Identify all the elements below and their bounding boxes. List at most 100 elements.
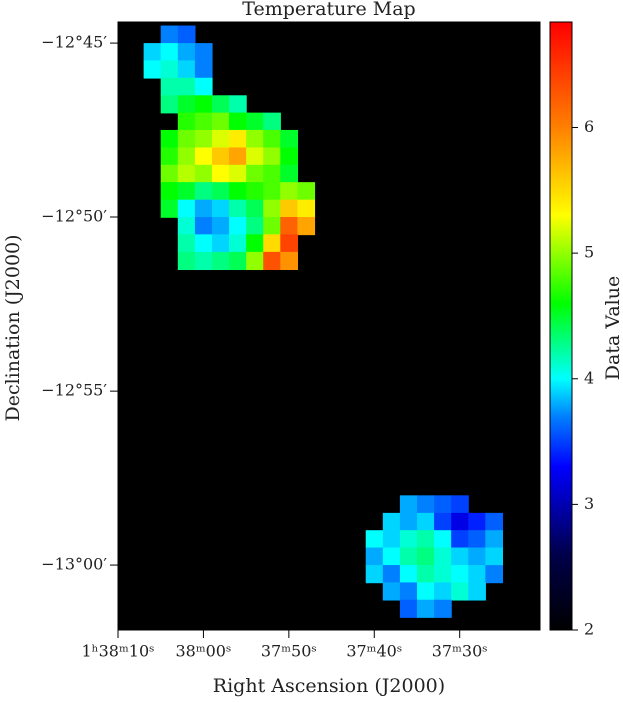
heat-cell xyxy=(194,77,213,96)
heat-cell xyxy=(229,182,247,201)
heat-cell xyxy=(160,129,179,149)
heat-cell xyxy=(211,217,230,236)
heat-cell xyxy=(246,199,264,218)
heat-cell xyxy=(434,512,452,532)
heat-cell xyxy=(177,25,196,44)
heat-cell xyxy=(399,495,418,514)
heat-cell xyxy=(263,164,281,183)
heat-cell xyxy=(194,60,213,79)
colorbar-tick-label: 3 xyxy=(584,494,594,513)
x-tick-label: 37ᵐ50ˢ xyxy=(261,642,317,661)
heat-cell xyxy=(177,251,196,271)
heat-cell xyxy=(160,199,179,218)
y-axis-label: Declination (J2000) xyxy=(2,234,24,421)
heat-cell xyxy=(416,582,435,601)
heat-cell xyxy=(468,530,486,549)
heat-cell xyxy=(246,182,264,201)
heat-cell xyxy=(194,147,213,166)
heat-cell xyxy=(365,547,384,566)
heat-cell xyxy=(246,217,264,236)
heat-cell xyxy=(399,582,418,601)
heat-cell xyxy=(399,512,418,532)
heat-cell xyxy=(229,217,247,236)
x-tick-label: 38ᵐ00ˢ xyxy=(175,642,231,661)
heat-cell xyxy=(229,234,247,253)
heat-cell xyxy=(382,565,401,584)
x-tick-label: 37ᵐ30ˢ xyxy=(432,642,488,661)
x-tick-label: 1ʰ38ᵐ10ˢ xyxy=(81,642,154,661)
heat-cell xyxy=(434,547,452,566)
heat-cell xyxy=(399,599,418,618)
heat-cell xyxy=(399,530,418,549)
heat-cell xyxy=(194,112,213,131)
heat-cell xyxy=(263,182,281,201)
heat-cell xyxy=(211,182,230,201)
heat-cell xyxy=(143,43,162,62)
heat-cell xyxy=(434,599,452,618)
colorbar-tick-label: 5 xyxy=(584,243,594,262)
heat-cell xyxy=(177,129,196,149)
heat-cell xyxy=(365,530,384,549)
heat-cell xyxy=(416,495,435,514)
y-tick-label: −12°50′ xyxy=(41,207,107,226)
heat-cell xyxy=(211,234,230,253)
heat-cell xyxy=(160,164,179,183)
heat-cell xyxy=(468,582,486,601)
heat-cell xyxy=(434,495,452,514)
heat-cell xyxy=(263,147,281,166)
heat-cell xyxy=(451,565,469,584)
heat-cell xyxy=(246,251,264,271)
heat-cell xyxy=(229,95,247,114)
heat-cell xyxy=(194,251,213,271)
heat-cell xyxy=(246,112,264,131)
heat-cell xyxy=(468,512,486,532)
heat-cell xyxy=(246,129,264,149)
heat-cell xyxy=(451,495,469,514)
heat-cell xyxy=(229,112,247,131)
heat-cell xyxy=(382,512,401,532)
heat-cell xyxy=(382,547,401,566)
heat-cell xyxy=(280,147,298,166)
heat-cell xyxy=(280,234,298,253)
y-tick-label: −12°45′ xyxy=(41,33,107,52)
heat-cell xyxy=(297,217,316,236)
heat-cell xyxy=(263,129,281,149)
heat-cell xyxy=(280,199,298,218)
plot-frame xyxy=(117,21,541,631)
heat-cell xyxy=(246,234,264,253)
heat-cell xyxy=(177,60,196,79)
heat-cell xyxy=(177,95,196,114)
heat-cell xyxy=(211,199,230,218)
heat-cell xyxy=(160,147,179,166)
heat-cell xyxy=(280,164,298,183)
heat-cell xyxy=(211,129,230,149)
heat-cell xyxy=(434,582,452,601)
heat-cell xyxy=(485,565,504,584)
heat-cell xyxy=(177,182,196,201)
colorbar-tick-label: 4 xyxy=(584,368,594,387)
x-axis-label: Right Ascension (J2000) xyxy=(213,675,445,697)
heat-cell xyxy=(194,129,213,149)
colorbar xyxy=(549,21,573,631)
heat-cell xyxy=(177,43,196,62)
heat-cell xyxy=(416,512,435,532)
heat-cell xyxy=(211,95,230,114)
heat-cell xyxy=(297,199,316,218)
heat-cell xyxy=(160,25,179,44)
heat-cell xyxy=(468,565,486,584)
heat-cell xyxy=(211,164,230,183)
heat-cell xyxy=(399,547,418,566)
colorbar-tick-label: 6 xyxy=(584,117,594,136)
heat-cell xyxy=(177,77,196,96)
heat-cell xyxy=(451,512,469,532)
heat-cell xyxy=(485,547,504,566)
heat-cell xyxy=(160,182,179,201)
heat-cell xyxy=(194,199,213,218)
heat-cell xyxy=(280,182,298,201)
heat-cell xyxy=(399,565,418,584)
heat-cell xyxy=(263,199,281,218)
heat-cell xyxy=(160,60,179,79)
heat-cell xyxy=(263,112,281,131)
heat-cell xyxy=(177,234,196,253)
heat-cell xyxy=(416,547,435,566)
